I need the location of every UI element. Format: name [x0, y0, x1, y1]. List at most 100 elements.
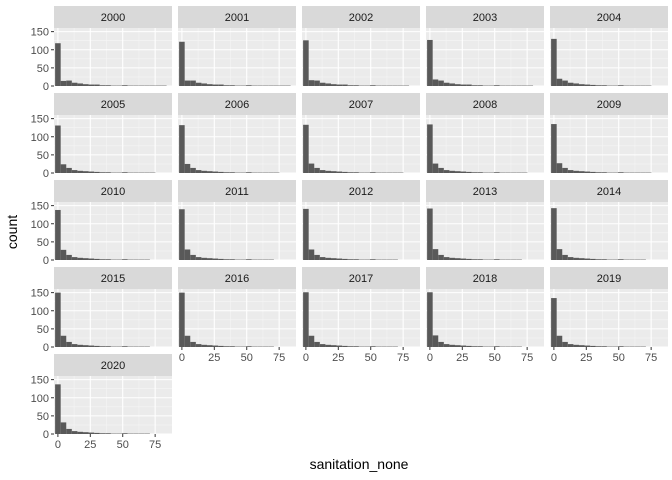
histogram-bar	[471, 85, 478, 86]
histogram-bar	[370, 346, 376, 347]
histogram-bar	[370, 172, 376, 173]
histogram-bar	[454, 171, 461, 173]
histogram-bar	[246, 259, 252, 260]
histogram-bar	[443, 170, 450, 173]
histogram-bar	[494, 85, 500, 86]
histogram-bar	[471, 172, 478, 173]
histogram-bar	[551, 38, 557, 86]
panel-background	[302, 28, 420, 86]
histogram-bar	[353, 85, 359, 86]
histogram-bar	[184, 335, 191, 347]
facet-strip-label: 2003	[473, 12, 497, 24]
x-tick-label: 75	[149, 439, 161, 451]
histogram-bar	[567, 344, 574, 347]
histogram-bar	[325, 344, 331, 347]
histogram-bar	[590, 345, 596, 347]
histogram-bar	[601, 85, 607, 86]
histogram-bar	[88, 84, 95, 86]
histogram-bar	[66, 428, 72, 434]
facet-panel-2002: 2002	[302, 6, 420, 87]
facet-strip	[426, 93, 544, 115]
histogram-bar	[471, 259, 478, 260]
histogram-bar	[88, 345, 95, 347]
facet-strip-label: 2005	[101, 99, 125, 111]
histogram-bar	[551, 124, 557, 173]
facet-strip	[550, 180, 668, 202]
facet-strip	[54, 93, 172, 115]
histogram-bar	[223, 172, 230, 173]
panel-background	[426, 115, 544, 173]
histogram-bar	[314, 341, 320, 347]
y-tick-label: 150	[31, 114, 49, 126]
histogram-bar	[229, 259, 235, 260]
facet-panel-2000: 2000 0 50 100 150	[31, 6, 172, 93]
histogram-bar	[578, 345, 585, 347]
facet-strip-label: 2014	[597, 186, 621, 198]
histogram-bar	[71, 257, 78, 260]
histogram-bar	[201, 83, 207, 86]
histogram-bar	[206, 258, 213, 260]
facet-strip-label: 2020	[101, 360, 125, 372]
x-tick-label: 25	[84, 439, 96, 451]
histogram-bar	[443, 82, 450, 86]
facet-panel-2013: 2013	[426, 180, 544, 261]
facet-strip-label: 2000	[101, 12, 125, 24]
histogram-bar	[229, 172, 235, 173]
x-tick-label: 75	[273, 352, 285, 364]
histogram-bar	[562, 341, 568, 347]
histogram-bar	[347, 172, 354, 173]
histogram-bar	[229, 85, 235, 86]
histogram-bar	[308, 163, 315, 173]
histogram-bar	[308, 249, 315, 260]
y-tick-label: 50	[37, 150, 49, 162]
histogram-bar	[325, 83, 331, 86]
histogram-bar	[601, 259, 607, 260]
histogram-bar	[567, 82, 574, 86]
histogram-bar	[325, 170, 331, 173]
facet-panel-2010: 2010 0 50 100 150	[31, 180, 172, 267]
histogram-bar	[590, 84, 596, 86]
histogram-bar	[562, 254, 568, 260]
facet-strip	[302, 180, 420, 202]
facet-strip-label: 2004	[597, 12, 621, 24]
histogram-bar	[551, 208, 557, 260]
histogram-bar	[71, 344, 78, 347]
histogram-bar	[179, 41, 185, 86]
histogram-bar	[578, 171, 585, 173]
y-tick-label: 50	[37, 63, 49, 75]
histogram-bar	[573, 170, 579, 173]
facet-strip	[550, 267, 668, 289]
facet-strip	[54, 354, 172, 376]
histogram-bar	[601, 172, 607, 173]
histogram-bar	[454, 258, 461, 260]
x-tick-label: 0	[551, 352, 557, 364]
y-axis-title: count	[4, 215, 20, 249]
histogram-bar	[303, 40, 309, 86]
histogram-bar	[190, 254, 196, 260]
facet-strip	[178, 267, 296, 289]
histogram-bar	[573, 344, 579, 347]
histogram-bar	[432, 335, 439, 347]
histogram-bar	[578, 84, 585, 86]
facet-strip-label: 2008	[473, 99, 497, 111]
histogram-bar	[99, 433, 106, 434]
histogram-bar	[218, 345, 224, 347]
panel-background	[550, 289, 668, 347]
histogram-bar	[122, 259, 128, 260]
y-tick-label: 100	[31, 45, 49, 57]
facet-panel-2006: 2006	[178, 93, 296, 174]
facet-strip	[54, 267, 172, 289]
panel-background	[54, 376, 172, 434]
facet-panel-2011: 2011	[178, 180, 296, 261]
panel-background	[178, 28, 296, 86]
histogram-bar	[60, 335, 67, 347]
histogram-bar	[94, 84, 100, 86]
facet-strip-label: 2007	[349, 99, 373, 111]
facet-panel-2016: 2016 0 25 50 75	[178, 267, 296, 364]
histogram-bar	[212, 345, 219, 347]
histogram-bar	[60, 422, 67, 434]
histogram-bar	[584, 84, 591, 86]
histogram-bar	[590, 171, 596, 173]
histogram-bar	[60, 249, 67, 260]
histogram-bar	[567, 257, 574, 260]
